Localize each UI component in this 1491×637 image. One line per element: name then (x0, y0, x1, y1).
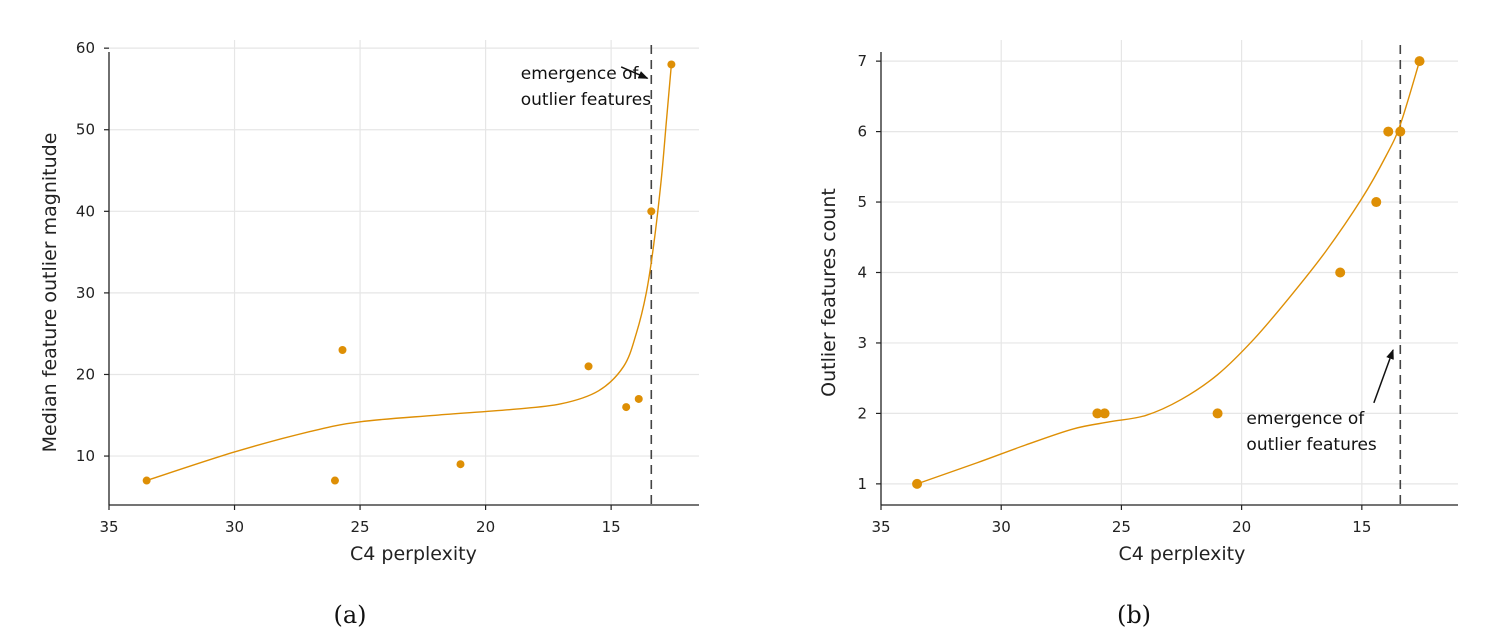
y-tick-label: 20 (76, 365, 95, 383)
chart-panel-b: 35 30 25 20 15 1 2 3 4 5 6 7 C4 perplexity Outlier fe… (818, 40, 1458, 629)
x-tick-label: 20 (476, 518, 495, 536)
annotation-text: outlier features (1246, 435, 1377, 455)
y-axis-title: Outlier features count (818, 188, 840, 397)
data-point (338, 346, 347, 354)
y-tick-label: 60 (76, 39, 95, 57)
x-tick-label: 20 (1232, 518, 1251, 536)
data-point (622, 403, 631, 412)
annotation-arrow (620, 66, 649, 80)
annotation-text: outlier features (521, 90, 652, 110)
annotation-arrow (1373, 349, 1394, 404)
data-point (912, 478, 923, 489)
y-tick-label: 3 (857, 334, 867, 352)
y-tick-label: 6 (857, 123, 867, 141)
data-point (456, 460, 465, 469)
data-point (1335, 267, 1346, 278)
data-point (667, 60, 676, 69)
x-axis-title: C4 perplexity (350, 543, 477, 565)
data-point (1371, 197, 1382, 208)
annotation-text: emergence of (521, 64, 640, 84)
x-tick-label: 25 (351, 518, 370, 536)
x-tick-label: 25 (1112, 518, 1131, 536)
panel-caption: (a) (333, 601, 366, 629)
x-tick-label: 30 (992, 518, 1011, 536)
y-tick-label: 1 (857, 475, 867, 493)
data-point (1383, 126, 1394, 137)
x-tick-label: 15 (602, 518, 621, 536)
data-point (1092, 408, 1103, 419)
x-axis-title: C4 perplexity (1119, 543, 1246, 565)
y-tick-label: 4 (857, 264, 867, 282)
data-point (330, 476, 339, 485)
data-point (1099, 408, 1110, 419)
chart-panel-a: 35 30 25 20 15 10 20 30 40 50 60 C4 perplexity Media… (39, 39, 699, 629)
y-tick-label: 2 (857, 404, 867, 422)
data-point (1414, 56, 1425, 67)
y-tick-label: 40 (76, 202, 95, 220)
y-tick-label: 30 (76, 284, 95, 302)
data-point (634, 394, 643, 403)
panel-caption: (b) (1117, 601, 1151, 629)
fit-curve (146, 64, 673, 482)
y-tick-label: 5 (857, 193, 867, 211)
y-tick-label: 7 (857, 52, 867, 70)
data-point (647, 207, 656, 216)
data-point (584, 362, 593, 371)
x-tick-label: 30 (225, 518, 244, 536)
data-point (1212, 408, 1223, 419)
fit-curve (916, 60, 1421, 485)
annotation-text: emergence of (1246, 409, 1365, 429)
y-tick-label: 10 (76, 447, 95, 465)
data-point (1395, 126, 1406, 137)
x-tick-label: 35 (871, 518, 890, 536)
y-axis-title: Median feature outlier magnitude (39, 133, 61, 453)
x-tick-label: 15 (1352, 518, 1371, 536)
x-tick-label: 35 (99, 518, 118, 536)
data-point (142, 476, 151, 485)
y-tick-label: 50 (76, 121, 95, 139)
